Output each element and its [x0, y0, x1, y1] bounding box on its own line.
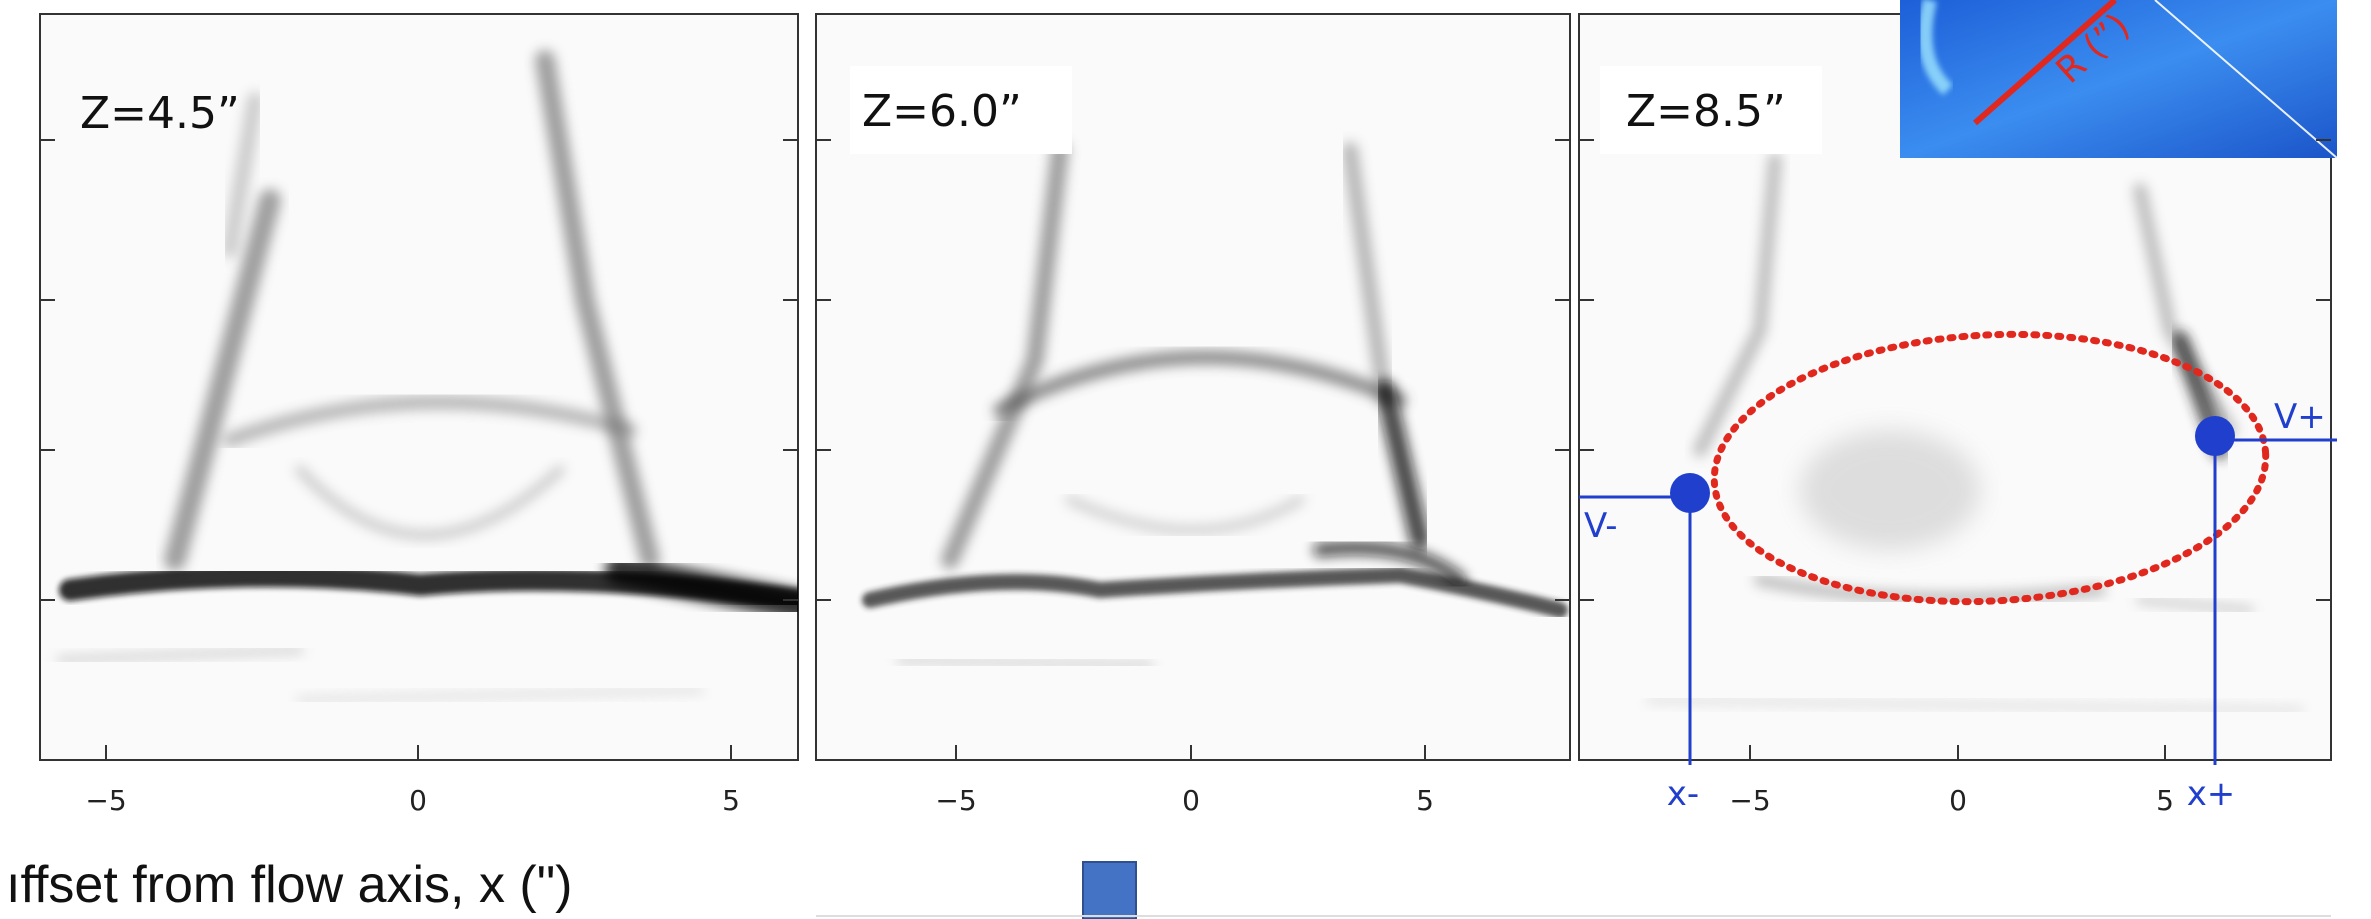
panel-2-tick-label: −5	[935, 784, 976, 817]
panel-2-tick-label: 5	[1416, 784, 1434, 817]
panel-3-ticks	[1579, 139, 2331, 760]
panel-2-ticks	[816, 139, 1570, 760]
inset-background	[1900, 0, 2337, 158]
panel-1-frame	[39, 13, 799, 761]
panel-1-tick-label: −5	[85, 784, 126, 817]
panel-2-emission	[862, 141, 1568, 669]
panel-3-tick-label: −5	[1729, 784, 1770, 817]
panel-2: Z=6.0” −5 0 5	[815, 13, 1571, 817]
v-plus-dot	[2195, 416, 2235, 456]
panel-1-label: Z=4.5”	[80, 88, 240, 139]
panel-3-label-bg	[1600, 66, 1822, 154]
panel-3: Z=8.5” R (”) V- V+ x- x+	[1578, 0, 2338, 817]
inset-diagonal-line	[2154, 0, 2338, 159]
velocity-markers: V- V+ x- x+	[1579, 397, 2337, 814]
x-plus-label: x+	[2187, 774, 2236, 814]
inset-image: R (”)	[1900, 0, 2338, 159]
panel-3-tick-label: 0	[1949, 784, 1967, 817]
v-minus-label: V-	[1584, 506, 1618, 546]
panel-2-label: Z=6.0”	[862, 86, 1022, 137]
panel-1: Z=4.5” −5 0 5	[39, 13, 799, 817]
v-minus-dot	[1670, 473, 1710, 513]
panel-3-tick-label: 5	[2156, 784, 2174, 817]
x-minus-label: x-	[1667, 774, 1699, 814]
panel-1-ticks	[40, 139, 798, 760]
inset-radius-line	[1973, 0, 2117, 126]
panel-1-tick-label: 5	[722, 784, 740, 817]
x-axis-label: ıffset from flow axis, x (")	[6, 856, 573, 914]
panel-2-tick-label: 0	[1182, 784, 1200, 817]
ellipse-fit	[1710, 330, 2270, 606]
panel-1-emission	[56, 50, 798, 704]
blue-square-marker	[1082, 861, 1137, 919]
v-plus-label: V+	[2274, 397, 2326, 437]
panel-1-tick-label: 0	[409, 784, 427, 817]
panel-2-label-bg	[850, 66, 1072, 154]
panel-3-label: Z=8.5”	[1626, 86, 1786, 137]
